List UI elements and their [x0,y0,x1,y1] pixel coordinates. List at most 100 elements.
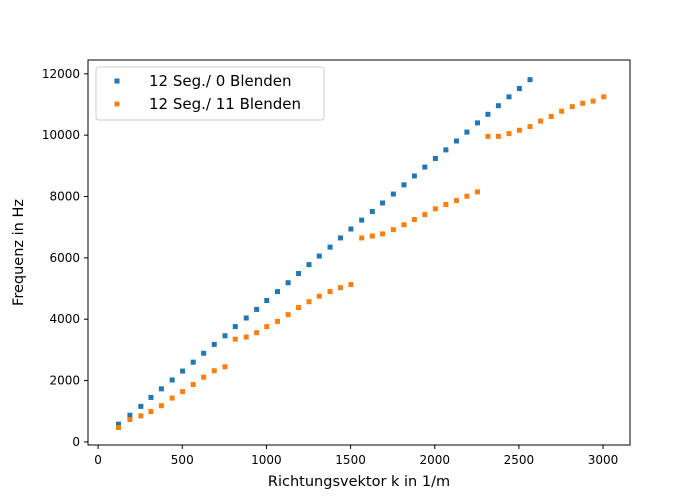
y-tick-label: 2000 [49,374,80,388]
data-point-series-0 [211,341,217,347]
data-point-series-0 [453,138,459,144]
data-point-series-1 [169,395,175,401]
x-tick-label: 500 [171,453,194,467]
data-point-series-1 [148,409,154,415]
data-point-series-1 [559,108,565,114]
data-point-series-1 [275,318,281,324]
data-point-series-1 [538,118,544,124]
data-point-series-0 [180,368,186,374]
data-point-series-1 [422,212,428,218]
data-point-series-0 [264,298,270,304]
data-point-series-0 [475,120,480,126]
data-point-series-1 [337,285,343,291]
axis-ticks: 0 500 1000 1500 2000 2500 3000 0 2000 4000 6000 800… [42,67,619,467]
x-tick-label: 1000 [251,453,282,467]
data-point-series-0 [232,324,238,330]
data-point-series-1 [475,189,480,195]
data-point-series-0 [337,235,343,241]
data-point-series-1 [516,127,522,133]
data-marks [115,77,607,431]
data-point-series-0 [464,129,470,135]
data-point-series-1 [580,100,586,106]
data-point-series-1 [411,217,417,223]
data-point-series-1 [464,193,470,199]
data-point-series-1 [138,413,144,419]
legend-label-series-1: 12 Seg./ 11 Blenden [149,95,301,113]
data-point-series-1 [485,133,491,139]
y-tick-label: 10000 [42,128,80,142]
data-point-series-0 [201,350,207,356]
data-point-series-0 [401,182,407,188]
data-point-series-0 [296,271,302,277]
data-point-series-1 [222,364,228,370]
data-point-series-0 [327,244,333,250]
data-point-series-1 [127,417,133,423]
data-point-series-0 [222,333,228,339]
x-axis-label: Richtungsvektor k in 1/m [268,474,450,490]
data-point-series-1 [306,299,312,305]
data-point-series-1 [453,198,459,203]
data-point-series-1 [380,231,386,237]
data-point-series-0 [115,421,121,427]
data-point-series-0 [285,280,291,286]
data-point-series-1 [601,94,607,100]
data-point-series-1 [211,368,217,374]
x-tick-label: 1500 [335,453,366,467]
data-point-series-0 [369,209,375,215]
data-point-series-0 [190,359,196,365]
data-point-series-1 [190,382,196,388]
data-point-series-1 [243,334,249,340]
y-axis-label: Frequenz in Hz [11,199,27,306]
legend: 12 Seg./ 0 Blenden 12 Seg./ 11 Blenden [95,66,325,121]
legend-box [95,66,325,121]
data-point-series-0 [243,315,249,321]
data-point-series-0 [306,262,312,268]
x-tick-label: 2500 [504,453,535,467]
data-point-series-0 [316,253,322,259]
data-point-series-0 [138,403,144,409]
legend-label-series-0: 12 Seg./ 0 Blenden [149,72,291,90]
data-point-series-0 [359,217,365,223]
legend-marker-series-1 [114,101,120,107]
data-point-series-1 [369,233,375,239]
data-point-series-1 [115,425,121,431]
data-point-series-0 [254,306,260,312]
data-point-series-1 [527,124,533,130]
y-tick-label: 8000 [49,190,80,204]
data-point-series-1 [348,282,354,288]
data-point-series-1 [548,113,554,119]
data-point-series-1 [569,104,575,110]
data-point-series-0 [169,377,175,383]
data-point-series-1 [495,133,501,139]
y-tick-label: 0 [72,435,80,449]
data-point-series-0 [148,394,154,400]
data-point-series-0 [127,412,133,418]
plot-frame [87,59,631,446]
data-point-series-0 [527,77,533,83]
x-tick-label: 0 [94,453,102,467]
data-point-series-1 [254,330,260,336]
x-tick-label: 2000 [419,453,450,467]
y-tick-label: 12000 [42,67,80,81]
data-point-series-1 [264,324,270,330]
data-point-series-0 [506,94,512,100]
data-point-series-1 [296,305,302,311]
data-point-series-1 [285,312,291,318]
data-point-series-1 [390,227,396,233]
data-point-series-0 [348,226,354,232]
y-tick-label: 4000 [49,312,80,326]
x-tick-label: 3000 [588,453,619,467]
data-point-series-0 [443,147,449,153]
data-point-series-1 [506,131,512,137]
data-point-series-1 [590,98,596,104]
legend-marker-series-0 [114,78,120,84]
data-point-series-0 [495,103,501,109]
data-point-series-1 [432,206,438,212]
data-point-series-1 [327,289,333,295]
data-point-series-1 [316,293,322,299]
data-point-series-0 [432,155,438,161]
data-point-series-1 [201,374,207,380]
data-point-series-1 [180,389,186,395]
